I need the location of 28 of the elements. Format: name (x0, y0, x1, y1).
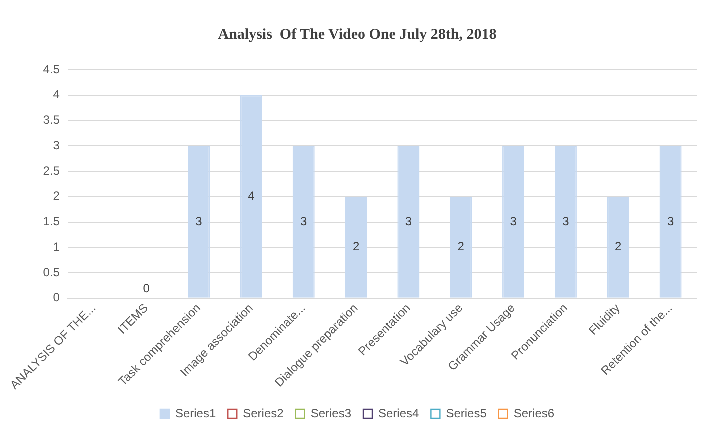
data-label: 3 (562, 214, 570, 228)
data-label: 3 (667, 214, 674, 228)
data-label: 3 (510, 214, 518, 228)
legend-label: Series3 (310, 406, 352, 420)
y-tick-label: 0.5 (43, 265, 60, 280)
y-tick-label: 2 (53, 189, 60, 204)
y-tick-label: 1 (53, 240, 60, 254)
legend-label: Series2 (243, 406, 284, 420)
y-tick-label: 3.5 (43, 113, 60, 128)
data-label: 3 (300, 214, 308, 228)
data-label: 4 (248, 188, 256, 203)
data-label: 0 (143, 282, 150, 296)
y-tick-label: 2.5 (43, 164, 60, 178)
y-tick-label: 4 (53, 88, 60, 102)
y-tick-label: 0 (53, 290, 60, 305)
chart-title: Analysis Of The Video One July 28th, 2018 (218, 26, 497, 43)
y-tick-label: 4.5 (43, 62, 60, 76)
data-label: 2 (615, 240, 622, 254)
data-label: 2 (352, 240, 360, 254)
y-tick-label: 3 (53, 138, 60, 152)
legend-label: Series1 (175, 406, 216, 420)
data-label: 3 (405, 214, 412, 228)
data-label: 3 (196, 214, 203, 228)
y-tick-label: 1.5 (43, 214, 60, 229)
legend-label: Series4 (378, 406, 420, 420)
legend-label: Series6 (514, 406, 555, 420)
legend-label: Series5 (446, 406, 488, 420)
data-label: 2 (458, 240, 465, 254)
